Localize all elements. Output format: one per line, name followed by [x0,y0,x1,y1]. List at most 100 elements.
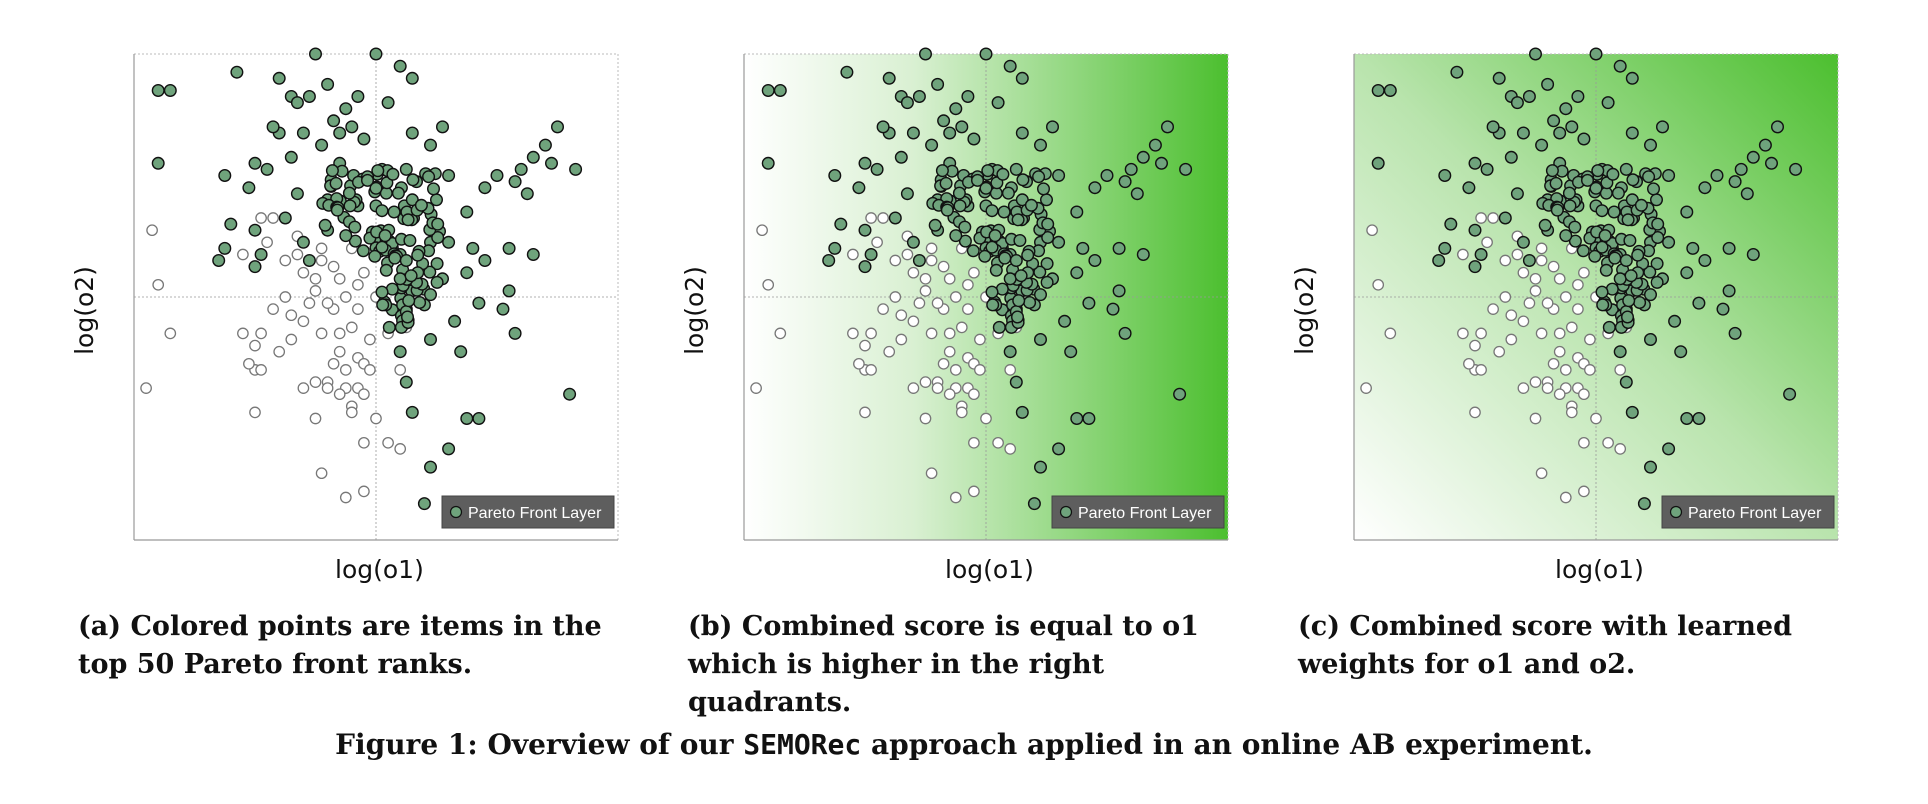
data-point-pareto [1016,173,1030,187]
data-point-pareto [1651,217,1665,231]
data-point-pareto [448,314,462,328]
data-point-pareto [1024,198,1038,212]
data-point-pareto [496,302,510,316]
data-point-pareto [1009,253,1023,267]
data-point-pareto [1076,241,1090,255]
data-point-pareto [330,203,344,217]
data-point-pareto [1608,251,1622,265]
data-point-pareto [1027,497,1041,511]
data-point-pareto [1003,345,1017,359]
data-point-dominated [877,303,889,315]
data-point-pareto [1013,233,1027,247]
data-point-pareto [327,114,341,128]
data-point-pareto [393,272,407,286]
data-point-dominated [1505,333,1518,346]
data-point-dominated [865,212,877,224]
data-point-dominated [1523,297,1536,309]
data-point-pareto [858,260,872,274]
data-point-pareto [1106,302,1120,316]
data-point-dominated [1517,315,1530,328]
data-point-dominated [321,382,334,394]
data-point-pareto [1474,247,1488,261]
data-point-dominated [919,376,932,388]
data-point-pareto [1070,266,1084,280]
data-point-dominated [364,333,376,346]
data-point-pareto [1644,460,1658,474]
data-point-dominated [1572,278,1584,291]
data-point-pareto [1550,203,1564,217]
data-point-pareto [979,47,993,61]
data-point-pareto [1136,150,1150,164]
data-point-pareto [1598,229,1612,243]
legend: Pareto Front Layer [441,495,615,529]
data-point-pareto [1088,253,1102,267]
data-point-pareto [1011,213,1025,227]
data-point-pareto [1595,240,1609,254]
data-point-pareto [403,233,417,247]
data-point-dominated [1505,309,1518,322]
data-point-pareto [1680,412,1694,426]
data-point-pareto [460,266,474,280]
data-point-pareto [1034,333,1048,347]
data-point-pareto [1510,187,1524,201]
data-point-dominated [243,357,255,370]
data-point-dominated [1499,291,1512,303]
data-point-dominated [1541,297,1554,309]
data-point-pareto [1674,345,1688,359]
data-point-pareto [1758,138,1772,152]
data-point-pareto [545,156,559,170]
data-point-pareto [381,96,395,110]
data-point-pareto [985,285,999,299]
data-point-pareto [405,405,419,419]
data-point-dominated [140,382,152,394]
data-point-dominated [949,291,962,303]
data-point-pareto [1553,126,1567,140]
data-point-pareto [1613,272,1627,286]
data-point-dominated [1384,327,1397,340]
data-point-pareto [1052,235,1066,249]
data-point-pareto [414,198,428,212]
data-point-pareto [1009,375,1023,389]
data-point-dominated [919,285,932,297]
data-point-pareto [382,320,396,334]
data-point-dominated [309,285,322,297]
data-point-pareto [1662,168,1676,182]
data-point-pareto [978,249,992,263]
data-point-pareto [1522,253,1536,267]
data-point-dominated [1572,303,1584,315]
data-point-dominated [315,467,328,480]
data-point-pareto [357,132,371,146]
data-point-dominated [345,406,358,419]
data-point-pareto [876,120,890,134]
data-point-pareto [1728,175,1742,189]
data-point-pareto [526,150,540,164]
data-point-pareto [1581,173,1595,187]
data-point-pareto [431,217,445,231]
data-point-dominated [273,345,286,358]
data-point-dominated [1584,333,1596,346]
data-point-pareto [1595,204,1609,218]
data-point-pareto [1161,120,1175,134]
data-point-pareto [1562,186,1576,200]
data-point-pareto [1032,170,1046,184]
data-point-dominated [1541,382,1554,394]
data-point-pareto [939,176,953,190]
data-point-pareto [1624,269,1638,283]
data-point-pareto [1462,181,1476,195]
data-point-dominated [931,382,944,394]
data-point-dominated [309,412,322,425]
data-point-dominated [1535,242,1548,255]
data-point-pareto [1698,181,1712,195]
data-point-pareto [1771,120,1785,134]
data-point-pareto [840,65,854,79]
data-point-pareto [1118,175,1132,189]
data-point-pareto [1596,298,1610,312]
data-point-dominated [1469,339,1481,352]
scatter-plot-c: Pareto Front Layer [1353,47,1839,541]
data-point-pareto [985,204,999,218]
data-point-pareto [371,164,385,178]
data-point-dominated [949,491,962,504]
data-point-dominated [1529,272,1542,285]
data-point-pareto [1046,120,1060,134]
data-point-pareto [1565,120,1579,134]
